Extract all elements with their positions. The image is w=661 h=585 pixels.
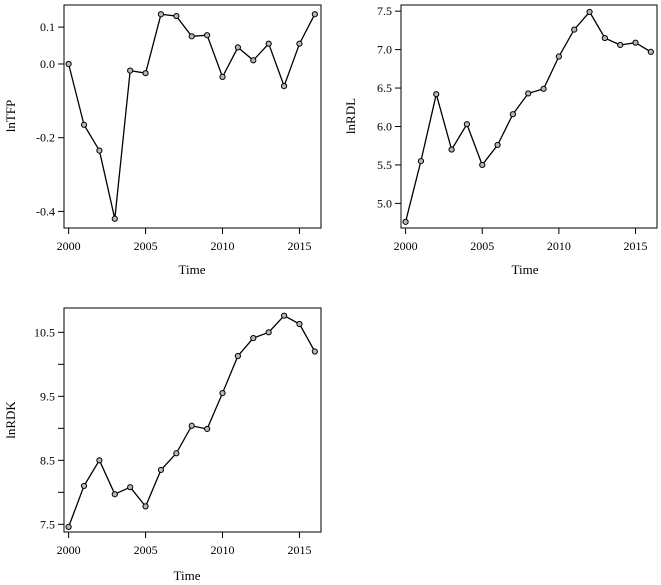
data-point [65,60,72,68]
data-point [417,158,425,165]
data-point [402,218,409,225]
data-point [433,91,440,98]
plot-frame [400,4,658,229]
data-point [617,41,624,49]
data-point [632,39,639,46]
y-tick-label: 5.0 [377,196,392,210]
panel-lntfp: 2000 2005 2010 2015 0.1 0.0 -0.2 -0.4 Time lnTF… [3,4,322,277]
data-point [448,146,455,153]
data-point [234,352,241,360]
y-tick-label: 6.0 [377,119,392,133]
data-point [142,70,149,77]
data-point [311,348,318,355]
x-tick-label: 2005 [134,239,158,253]
data-point [173,450,180,457]
y-axis-title: lnRDK [3,401,18,439]
data-point [540,85,547,92]
x-tick-label: 2010 [211,543,235,557]
x-axis-title: Time [512,262,539,277]
y-tick-label: 5.5 [377,158,392,172]
data-point [280,82,288,90]
data-point [509,111,517,118]
data-point [142,503,149,510]
x-tick-label: 2000 [394,239,418,253]
y-tick-label: 10.5 [34,325,55,339]
data-point [157,11,165,18]
data-point [111,215,118,222]
y-tick-label: -0.2 [36,131,55,145]
data-point [219,390,226,397]
plot-frame [63,307,322,533]
plot-frame [63,4,322,229]
data-point [127,484,134,491]
data-point [265,329,272,336]
x-tick-label: 2015 [624,239,648,253]
data-point [525,90,532,97]
data-point [188,33,195,40]
data-point [555,53,562,60]
data-point [296,40,303,47]
data-point [80,482,88,490]
y-tick-label: 0.0 [40,57,55,71]
data-point [311,11,318,18]
data-point [127,67,134,74]
y-tick-label: 0.1 [40,20,55,34]
data-point [219,73,226,80]
x-tick-label: 2015 [287,543,311,557]
data-point [204,32,211,39]
y-tick-label: 7.5 [377,4,392,18]
data-point [571,26,578,33]
data-point [250,57,257,64]
x-tick-label: 2005 [470,239,494,253]
x-tick-label: 2005 [134,543,158,557]
panel-lnrdk: 2000 2005 2010 2015 7.5 8.5 9.5 10.5 Time lnRDK [3,307,322,583]
data-point [280,312,288,319]
y-axis-title: lnTFP [3,100,18,133]
series-line [67,13,316,219]
x-tick-label: 2010 [211,239,235,253]
data-point [188,422,195,429]
y-tick-label: 7.0 [377,43,392,57]
series-line [67,314,316,528]
data-point [96,457,103,464]
data-point [296,320,303,328]
data-point [479,161,486,169]
data-point [647,48,654,56]
data-point [265,40,272,47]
y-tick-label: 8.5 [40,453,55,467]
x-tick-label: 2015 [287,239,311,253]
x-axis-title: Time [174,568,201,583]
y-tick-label: 9.5 [40,389,55,403]
x-tick-label: 2000 [57,239,81,253]
data-point [250,334,257,342]
data-point [204,425,211,433]
data-point [586,8,593,16]
data-point [494,141,501,149]
data-point [234,44,241,51]
data-point [65,523,72,530]
data-point [157,466,165,474]
data-point [80,121,88,128]
data-point [601,34,608,42]
y-tick-label: 7.5 [40,517,55,531]
data-point [173,12,180,20]
x-tick-label: 2000 [57,543,81,557]
y-tick-label: 6.5 [377,81,392,95]
data-point [111,491,118,498]
series-line [404,10,652,222]
data-point [463,121,471,128]
data-point [96,147,103,154]
x-tick-label: 2010 [547,239,571,253]
y-tick-label: -0.4 [36,204,55,218]
y-axis-title: lnRDL [343,98,358,134]
x-axis-title: Time [179,262,206,277]
